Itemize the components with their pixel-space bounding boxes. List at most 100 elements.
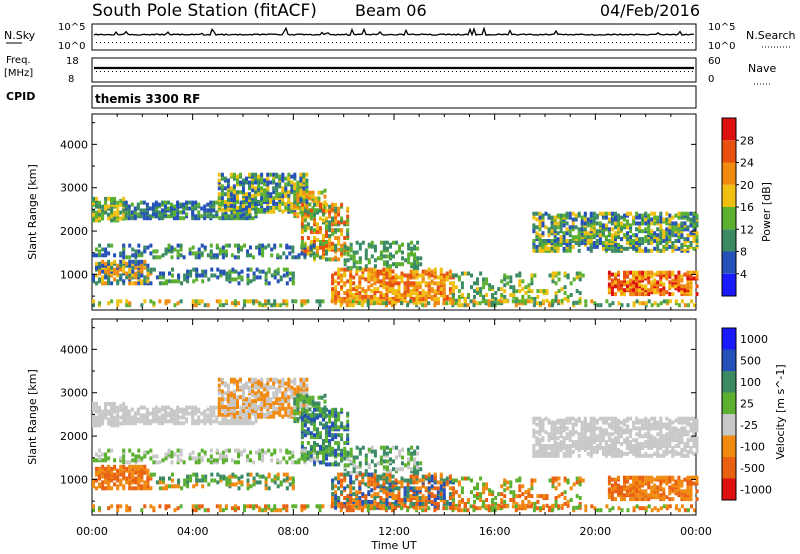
power-echo-cell <box>234 277 238 282</box>
power-echo-cell <box>305 194 309 199</box>
power-echo-cell <box>291 279 295 284</box>
nave-dot <box>400 71 401 72</box>
power-echo-cell <box>650 248 654 253</box>
power-echo-cell <box>659 235 663 240</box>
power-echo-cell <box>610 248 614 253</box>
velocity-echo-cell <box>119 478 123 483</box>
power-echo-cell <box>559 242 563 247</box>
power-echo-cell <box>524 291 528 295</box>
power-echo-cell <box>406 273 410 278</box>
power-echo-cell <box>629 270 633 275</box>
power-echo-cell <box>223 186 227 191</box>
velocity-echo-cell <box>263 393 267 398</box>
power-echo-cell <box>626 211 629 216</box>
power-echo-cell <box>439 281 443 286</box>
nsearch-dot <box>652 42 653 43</box>
power-echo-cell <box>535 244 539 249</box>
velocity-echo-cell <box>245 381 248 386</box>
power-echo-cell <box>325 251 328 256</box>
power-echo-cell <box>638 246 642 251</box>
velocity-echo-cell <box>388 501 392 506</box>
power-echo-cell <box>406 293 410 297</box>
power-echo-cell <box>315 253 319 258</box>
nsearch-dot <box>464 42 465 43</box>
velocity-echo-cell <box>213 478 217 483</box>
velocity-echo-cell <box>300 427 304 432</box>
power-echo-cell <box>248 209 251 214</box>
velocity-echo-cell <box>251 393 255 398</box>
power-echo-cell <box>626 237 629 242</box>
velocity-echo-cell <box>228 474 232 479</box>
velocity-echo-cell <box>191 405 195 410</box>
velocity-echo-cell <box>313 433 316 438</box>
power-echo-cell <box>303 218 307 223</box>
power-echo-cell <box>343 271 347 276</box>
power-echo-cell <box>617 217 620 222</box>
velocity-echo-cell <box>107 448 111 453</box>
power-echo-cell <box>337 228 341 233</box>
power-echo-cell <box>149 243 153 248</box>
power-echo-cell <box>261 269 265 274</box>
velocity-echo-cell <box>367 490 371 495</box>
nsearch-dot <box>544 42 545 43</box>
power-echo-cell <box>255 299 259 304</box>
power-echo-cell <box>530 273 534 278</box>
power-echo-cell <box>632 276 636 281</box>
power-echo-cell <box>430 279 434 284</box>
power-echo-cell <box>692 239 696 243</box>
nave-dot <box>468 71 469 72</box>
velocity-echo-cell <box>128 460 132 465</box>
power-echo-cell <box>251 188 255 193</box>
velocity-echo-cell <box>239 410 242 415</box>
power-echo-cell <box>266 182 270 187</box>
nave-dot <box>384 71 385 72</box>
power-echo-cell <box>113 259 117 264</box>
power-echo-cell <box>376 269 380 274</box>
power-echo-cell <box>357 301 361 306</box>
power-echo-cell <box>233 255 237 260</box>
power-echo-cell <box>328 214 332 219</box>
power-echo-cell <box>183 277 187 282</box>
velocity-echo-cell <box>340 437 344 442</box>
power-echo-cell <box>302 194 306 199</box>
power-echo-cell <box>605 299 609 304</box>
power-echo-cell <box>674 244 678 249</box>
velocity-echo-cell <box>361 472 365 477</box>
power-echo-cell <box>239 172 242 177</box>
power-echo-cell <box>499 299 503 304</box>
power-echo-cell <box>547 233 551 238</box>
velocity-echo-cell <box>125 466 129 471</box>
power-echo-cell <box>124 200 128 205</box>
velocity-echo-cell <box>337 411 341 416</box>
nsearch-dot <box>532 42 533 43</box>
power-echo-cell <box>152 249 156 254</box>
velocity-echo-cell <box>137 448 141 453</box>
nsearch-dot <box>368 42 369 43</box>
power-echo-cell <box>316 210 319 215</box>
power-echo-cell <box>389 242 392 247</box>
velocity-echo-cell <box>391 501 395 506</box>
velocity-echo-cell <box>337 486 341 491</box>
nsearch-dot <box>120 42 121 43</box>
power-echo-cell <box>424 281 428 286</box>
power-echo-cell <box>209 212 213 217</box>
velocity-echo-cell <box>101 468 105 473</box>
nsearch-dot <box>184 42 185 43</box>
power-echo-cell <box>677 223 681 228</box>
nsearch-dot <box>492 42 493 43</box>
velocity-echo-cell <box>311 399 315 404</box>
power-echo-cell <box>485 277 489 282</box>
velocity-echo-cell <box>358 499 362 504</box>
velocity-echo-cell <box>296 389 300 394</box>
velocity-echo-cell <box>98 454 101 459</box>
power-echo-cell <box>345 303 349 308</box>
velocity-echo-cell <box>275 397 279 402</box>
power-echo-cell <box>300 222 304 227</box>
power-echo-cell <box>284 176 288 181</box>
velocity-echo-cell <box>322 439 325 443</box>
velocity-echo-cell <box>300 456 304 461</box>
power-echo-cell <box>291 245 295 250</box>
power-echo-cell <box>665 246 669 251</box>
power-echo-cell <box>276 267 280 272</box>
power-echo-cell <box>212 208 216 213</box>
